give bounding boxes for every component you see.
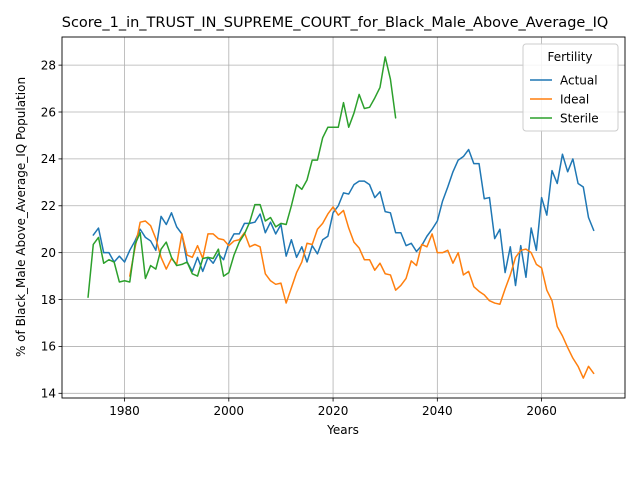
- series-line-sterile: [87, 56, 397, 298]
- y-axis-label: % of Black_Male Above_Average_IQ Populat…: [14, 77, 28, 357]
- x-axis: 1980 2000 2020 2040 2060: [109, 398, 557, 418]
- legend-label-actual: Actual: [560, 73, 598, 87]
- x-tick-label: 1980: [109, 404, 140, 418]
- y-tick-label: 18: [41, 293, 56, 307]
- legend-title: Fertility: [547, 50, 592, 64]
- y-tick-label: 16: [41, 340, 56, 354]
- x-tick-label: 2060: [526, 404, 557, 418]
- y-tick-label: 20: [41, 246, 56, 260]
- x-axis-label: Years: [326, 423, 359, 437]
- series-layer: [87, 56, 595, 379]
- series-line-ideal: [129, 206, 595, 379]
- x-tick-label: 2040: [422, 404, 453, 418]
- y-tick-label: 28: [41, 58, 56, 72]
- y-tick-label: 26: [41, 105, 56, 119]
- legend-items: Actual Ideal Sterile: [530, 73, 599, 125]
- legend-label-ideal: Ideal: [560, 92, 589, 106]
- chart-title: Score_1_in_TRUST_IN_SUPREME_COURT_for_Bl…: [62, 15, 609, 31]
- y-tick-label: 24: [41, 152, 56, 166]
- y-axis: 14 16 18 20 22 24 26 28: [41, 58, 62, 401]
- y-tick-label: 14: [41, 387, 56, 401]
- legend-box: [522, 43, 619, 132]
- series-line-actual: [92, 148, 595, 287]
- legend-label-sterile: Sterile: [560, 111, 599, 125]
- x-tick-label: 2000: [214, 404, 245, 418]
- y-tick-label: 22: [41, 199, 56, 213]
- legend: Fertility Actual Ideal Sterile: [522, 43, 619, 132]
- plot-frame: [61, 36, 626, 399]
- x-tick-label: 2020: [318, 404, 349, 418]
